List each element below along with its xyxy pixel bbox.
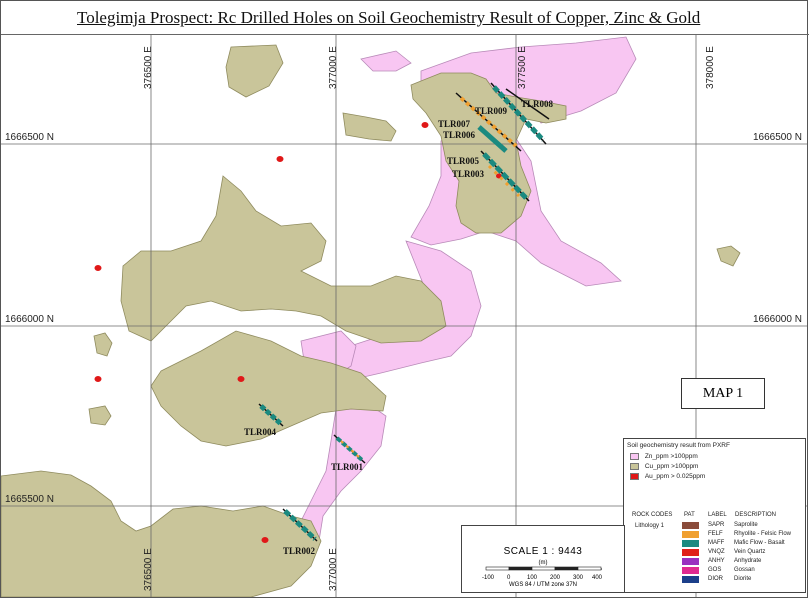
rock-swatch [682,576,699,583]
scale-ratio: SCALE 1 : 9443 [503,546,583,557]
label-heading: LABEL [708,512,727,518]
map-number-label: MAP 1 [681,378,765,409]
map-canvas: 376500 E 377000 E 377500 E 378000 E 3765… [1,35,807,597]
rock-row-maff: MAFF Mafic Flow - Basalt [682,540,802,548]
drill-hole-label: TLR009 [475,106,508,116]
rock-code: GOS [708,567,722,573]
drill-hole-label: TLR005 [447,156,480,166]
rock-code: DIOR [708,576,723,582]
cu-swatch [630,463,639,470]
description-heading: DESCRIPTION [735,512,777,518]
scale-bar: -100 0 100 200 300 400 [482,566,603,581]
easting-label: 377000 E [328,548,339,591]
northing-label: 1666500 N [5,132,54,143]
rock-row-anhy: ANHY Anhydrate [682,558,802,566]
rock-description: Rhyolite - Felsic Flow [734,531,792,537]
map-title: Tolegimja Prospect: Rc Drilled Holes on … [77,8,701,27]
drill-hole-labels: TLR009 TLR008 TLR007 TLR006 TLR005 TLR00… [244,99,554,556]
legend-item-label: Zn_ppm >100ppm [644,453,698,460]
legend-item-label: Au_ppm > 0.025ppm [644,473,706,480]
zn-swatch [630,453,639,460]
drill-hole-label: TLR008 [521,99,554,109]
rock-swatch [682,522,699,529]
rock-row-dior: DIOR Diorite [682,576,802,584]
rock-code: MAFF [708,540,725,546]
rock-swatch [682,540,699,547]
rock-row-gos: GOS Gossan [682,567,802,575]
scale-tick: -100 [482,575,495,581]
title-bar: Tolegimja Prospect: Rc Drilled Holes on … [1,1,809,35]
rock-description: Saprolite [734,522,758,528]
scale-tick: 0 [507,575,511,581]
lithology-name: Lithology 1 [635,523,665,529]
scale-tick: 400 [592,575,603,581]
easting-label: 377000 E [328,46,339,89]
coordinate-grid [1,35,807,597]
scale-tick: 300 [573,575,584,581]
scale-tick: 200 [550,575,561,581]
legend-item-label: Cu_ppm >100ppm [644,463,699,470]
cu-anomaly-layer [1,44,741,597]
scale-box: SCALE 1 : 9443 (m) -100 0 100 200 300 40… [461,525,625,593]
drill-hole-label: TLR003 [452,169,485,179]
legend-title: Soil geochemistry result from PXRF [627,442,730,449]
northing-label: 1665500 N [5,494,54,505]
rock-code: ANHY [708,558,725,564]
northing-label: 1666000 N [753,314,802,325]
rock-code: SAPR [708,522,725,528]
pat-heading: PAT [684,512,695,518]
easting-label: 376500 E [143,548,154,591]
easting-label: 378000 E [705,46,716,89]
rock-swatch [682,558,699,565]
easting-label: 377500 E [517,46,528,89]
northing-label: 1666000 N [5,314,54,325]
drill-traces [258,82,550,542]
rock-code: VNQZ [708,549,725,555]
rock-code: FELF [708,531,723,537]
grid-labels: 376500 E 377000 E 377500 E 378000 E 3765… [5,46,802,591]
legend: Soil geochemistry result from PXRF Zn_pp… [623,438,806,593]
rock-row-sapr: SAPR Saprolite [682,522,802,530]
projection-label: WGS 84 / UTM zone 37N [508,582,578,588]
legend-item-cu: Cu_ppm >100ppm [630,463,698,472]
rock-swatch [682,567,699,574]
drill-hole-label: TLR007 [438,119,471,129]
easting-label: 376500 E [143,46,154,89]
rock-codes-heading: ROCK CODES [632,512,673,518]
northing-label: 1666500 N [753,132,802,143]
drill-hole-label: TLR001 [331,462,364,472]
scale-tick: 100 [527,575,538,581]
rock-row-felf: FELF Rhyolite - Felsic Flow [682,531,802,539]
drill-hole-label: TLR004 [244,427,277,437]
drill-hole-label: TLR002 [283,546,316,556]
rock-description: Vein Quartz [734,549,766,555]
legend-item-zn: Zn_ppm >100ppm [630,453,698,462]
au-points [94,122,502,543]
rock-description: Gossan [734,567,755,573]
rock-description: Anhydrate [734,558,762,564]
drill-hole-label: TLR006 [443,130,476,140]
rock-row-vnqz: VNQZ Vein Quartz [682,549,802,557]
rock-swatch [682,531,699,538]
legend-item-au: Au_ppm > 0.025ppm [630,473,705,482]
rock-description: Mafic Flow - Basalt [734,540,785,546]
rock-description: Diorite [734,576,752,582]
rock-swatch [682,549,699,556]
au-swatch [630,473,639,480]
scale-unit: (m) [538,560,548,566]
